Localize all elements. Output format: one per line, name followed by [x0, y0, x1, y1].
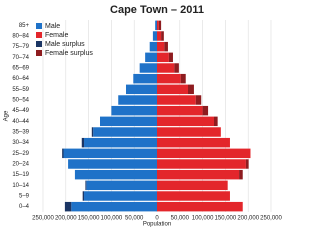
bar: [174, 63, 179, 73]
y-tick-label: 85+: [19, 23, 30, 29]
y-tick-label: 40–44: [12, 119, 29, 125]
bar: [157, 148, 251, 159]
bar: [125, 84, 157, 95]
bar: [100, 116, 157, 127]
bar: [168, 52, 173, 63]
bar: [155, 20, 157, 31]
bar: [157, 105, 203, 116]
bar: [62, 148, 64, 159]
bar: [188, 84, 194, 95]
bar: [161, 31, 164, 41]
bar: [86, 180, 157, 191]
bar: [84, 137, 157, 148]
bar: [157, 127, 221, 137]
bar: [157, 31, 162, 41]
bar: [133, 73, 157, 84]
bar: [164, 41, 168, 52]
bar: [85, 180, 87, 191]
bar: [63, 148, 157, 159]
bar: [157, 191, 230, 201]
y-tick-label: 50–54: [12, 98, 29, 104]
bar: [111, 105, 157, 116]
legend-label: Male: [45, 23, 60, 30]
bar: [157, 73, 181, 84]
y-tick-label: 30–34: [12, 140, 29, 146]
legend-swatch: [36, 50, 42, 56]
y-tick-label: 25–29: [12, 151, 29, 157]
x-tick-label: 150,000: [215, 216, 237, 222]
bar: [157, 137, 230, 148]
bar: [195, 95, 202, 105]
bar: [157, 84, 189, 95]
bar: [157, 180, 228, 191]
legend-label: Female: [45, 32, 68, 39]
y-tick-label: 0–4: [19, 204, 30, 210]
chart-title: Cape Town – 2011: [110, 4, 204, 16]
y-tick-label: 35–39: [12, 130, 29, 136]
bar: [81, 137, 85, 148]
bar: [71, 201, 157, 212]
bar: [157, 116, 214, 127]
bar: [139, 63, 157, 73]
x-tick-label: 150,000: [78, 216, 100, 222]
legend-swatch: [36, 23, 42, 29]
chart: Cape Town – 2011 Population Age 250,000 2…: [4, 4, 283, 228]
y-tick-label: 5–9: [19, 194, 30, 200]
x-tick-label: 100,000: [192, 216, 214, 222]
bar: [82, 191, 85, 201]
bar: [214, 116, 218, 127]
bar: [157, 41, 165, 52]
bar: [68, 159, 157, 169]
bar: [157, 201, 243, 212]
bar: [118, 95, 157, 105]
legend-swatch: [36, 32, 42, 38]
bar: [245, 159, 249, 169]
x-tick-label: 100,000: [101, 216, 123, 222]
y-tick-label: 10–14: [12, 183, 29, 189]
bar: [84, 191, 157, 201]
y-tick-label: 65–69: [12, 66, 29, 72]
x-tick-label: 250,000: [32, 216, 54, 222]
legend-label: Male surplus: [45, 41, 85, 48]
bar: [157, 169, 240, 180]
x-tick-label: 50,000: [171, 216, 190, 222]
bar: [239, 169, 243, 180]
bar: [149, 41, 157, 52]
legend-label: Female surplus: [45, 50, 93, 57]
y-tick-label: 20–24: [12, 162, 29, 168]
y-tick-label: 45–49: [12, 108, 29, 114]
bar: [157, 63, 175, 73]
x-tick-label: 50,000: [125, 216, 144, 222]
y-tick-label: 75–79: [12, 44, 29, 50]
legend-swatch: [36, 41, 42, 47]
bar: [158, 20, 162, 31]
x-axis-label: Population: [143, 222, 171, 228]
bar: [74, 169, 157, 180]
bar: [180, 73, 186, 84]
bar: [145, 52, 157, 63]
bar: [157, 20, 159, 31]
x-tick-label: 0: [155, 216, 159, 222]
y-tick-label: 55–59: [12, 87, 29, 93]
x-tick-label: 200,000: [237, 216, 259, 222]
bar: [202, 105, 209, 116]
bar: [157, 159, 246, 169]
y-tick-label: 60–64: [12, 76, 29, 82]
bar: [64, 201, 72, 212]
y-axis-label: Age: [4, 110, 10, 121]
bar: [91, 127, 94, 137]
bar: [93, 127, 157, 137]
y-tick-label: 70–74: [12, 55, 29, 61]
page: {"chart_data": {"type": "population-pyra…: [3, 3, 283, 228]
y-tick-label: 15–19: [12, 172, 29, 178]
x-tick-label: 200,000: [55, 216, 77, 222]
bar: [157, 95, 196, 105]
y-tick-label: 80–84: [12, 34, 29, 40]
bar: [157, 52, 169, 63]
x-tick-label: 250,000: [260, 216, 282, 222]
bar: [152, 31, 157, 41]
